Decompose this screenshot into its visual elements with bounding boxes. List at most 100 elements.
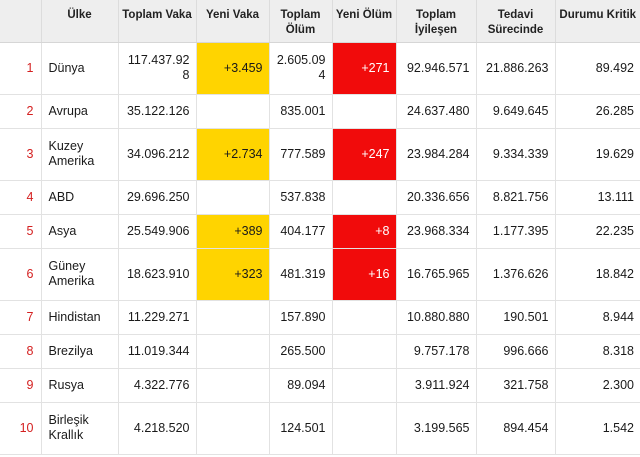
row-total-deaths: 265.500 — [269, 334, 333, 369]
row-total-recovered: 92.946.571 — [396, 42, 477, 95]
row-country: Birleşik Krallık — [41, 402, 119, 455]
row-total-cases: 35.122.126 — [118, 94, 197, 129]
row-new-deaths: +247 — [332, 128, 397, 181]
row-new-deaths: +271 — [332, 42, 397, 95]
row-total-deaths: 124.501 — [269, 402, 333, 455]
row-country: Hindistan — [41, 300, 119, 335]
row-total-recovered: 3.199.565 — [396, 402, 477, 455]
row-new-deaths: +8 — [332, 214, 397, 249]
table-row: 10 Birleşik Krallık 4.218.520 124.501 3.… — [0, 402, 640, 455]
row-total-cases: 11.019.344 — [118, 334, 197, 369]
row-rank: 1 — [0, 42, 42, 95]
row-total-cases: 117.437.928 — [118, 42, 197, 95]
row-country: Rusya — [41, 368, 119, 403]
row-total-deaths: 481.319 — [269, 248, 333, 301]
table-row: 3 Kuzey Amerika 34.096.212 +2.734 777.58… — [0, 128, 640, 181]
row-active: 321.758 — [476, 368, 556, 403]
row-country: Kuzey Amerika — [41, 128, 119, 181]
row-new-cases: +3.459 — [196, 42, 270, 95]
row-active: 8.821.756 — [476, 180, 556, 215]
row-total-recovered: 20.336.656 — [396, 180, 477, 215]
row-total-deaths: 777.589 — [269, 128, 333, 181]
row-new-deaths — [332, 368, 397, 403]
row-critical: 89.492 — [555, 42, 640, 95]
row-total-cases: 11.229.271 — [118, 300, 197, 335]
table-row: 2 Avrupa 35.122.126 835.001 24.637.480 9… — [0, 94, 640, 129]
row-total-recovered: 9.757.178 — [396, 334, 477, 369]
row-new-cases — [196, 180, 270, 215]
row-new-deaths — [332, 334, 397, 369]
row-total-recovered: 16.765.965 — [396, 248, 477, 301]
row-active: 996.666 — [476, 334, 556, 369]
header-critical: Durumu Kritik — [555, 0, 640, 43]
row-rank: 7 — [0, 300, 42, 335]
row-total-deaths: 835.001 — [269, 94, 333, 129]
row-rank: 10 — [0, 402, 42, 455]
row-total-cases: 25.549.906 — [118, 214, 197, 249]
row-new-deaths — [332, 180, 397, 215]
row-new-cases — [196, 94, 270, 129]
table-row: 5 Asya 25.549.906 +389 404.177 +8 23.968… — [0, 214, 640, 249]
row-new-cases — [196, 300, 270, 335]
row-rank: 3 — [0, 128, 42, 181]
row-total-deaths: 404.177 — [269, 214, 333, 249]
table-body: 1 Dünya 117.437.928 +3.459 2.605.094 +27… — [0, 42, 640, 455]
row-active: 894.454 — [476, 402, 556, 455]
header-total-recovered: Toplam İyileşen — [396, 0, 477, 43]
table-row: 1 Dünya 117.437.928 +3.459 2.605.094 +27… — [0, 42, 640, 95]
row-rank: 5 — [0, 214, 42, 249]
header-total-cases: Toplam Vaka — [118, 0, 197, 43]
row-total-deaths: 157.890 — [269, 300, 333, 335]
row-new-deaths: +16 — [332, 248, 397, 301]
row-new-cases — [196, 368, 270, 403]
row-critical: 2.300 — [555, 368, 640, 403]
row-new-deaths — [332, 402, 397, 455]
row-country: Dünya — [41, 42, 119, 95]
row-rank: 8 — [0, 334, 42, 369]
row-country: Güney Amerika — [41, 248, 119, 301]
table-header: Ülke Toplam Vaka Yeni Vaka Toplam Ölüm Y… — [0, 0, 640, 43]
row-total-cases: 4.322.776 — [118, 368, 197, 403]
row-country: ABD — [41, 180, 119, 215]
header-rank — [0, 0, 42, 43]
row-total-deaths: 537.838 — [269, 180, 333, 215]
row-total-recovered: 23.968.334 — [396, 214, 477, 249]
row-critical: 8.944 — [555, 300, 640, 335]
row-new-cases: +323 — [196, 248, 270, 301]
row-new-deaths — [332, 94, 397, 129]
row-total-cases: 4.218.520 — [118, 402, 197, 455]
row-critical: 22.235 — [555, 214, 640, 249]
table-row: 9 Rusya 4.322.776 89.094 3.911.924 321.7… — [0, 368, 640, 403]
row-new-cases: +389 — [196, 214, 270, 249]
row-critical: 1.542 — [555, 402, 640, 455]
row-total-cases: 34.096.212 — [118, 128, 197, 181]
header-new-cases: Yeni Vaka — [196, 0, 270, 43]
row-country: Brezilya — [41, 334, 119, 369]
row-total-cases: 29.696.250 — [118, 180, 197, 215]
row-active: 9.334.339 — [476, 128, 556, 181]
row-new-deaths — [332, 300, 397, 335]
row-new-cases: +2.734 — [196, 128, 270, 181]
row-rank: 4 — [0, 180, 42, 215]
header-active: Tedavi Sürecinde — [476, 0, 556, 43]
row-total-recovered: 3.911.924 — [396, 368, 477, 403]
row-active: 9.649.645 — [476, 94, 556, 129]
row-critical: 8.318 — [555, 334, 640, 369]
row-rank: 2 — [0, 94, 42, 129]
row-rank: 9 — [0, 368, 42, 403]
row-total-deaths: 2.605.094 — [269, 42, 333, 95]
row-country: Asya — [41, 214, 119, 249]
row-active: 21.886.263 — [476, 42, 556, 95]
row-new-cases — [196, 402, 270, 455]
row-active: 1.177.395 — [476, 214, 556, 249]
row-critical: 18.842 — [555, 248, 640, 301]
row-total-cases: 18.623.910 — [118, 248, 197, 301]
header-total-deaths: Toplam Ölüm — [269, 0, 333, 43]
table-row: 7 Hindistan 11.229.271 157.890 10.880.88… — [0, 300, 640, 335]
table-row: 4 ABD 29.696.250 537.838 20.336.656 8.82… — [0, 180, 640, 215]
row-active: 1.376.626 — [476, 248, 556, 301]
row-critical: 19.629 — [555, 128, 640, 181]
header-new-deaths: Yeni Ölüm — [332, 0, 397, 43]
table-row: 8 Brezilya 11.019.344 265.500 9.757.178 … — [0, 334, 640, 369]
